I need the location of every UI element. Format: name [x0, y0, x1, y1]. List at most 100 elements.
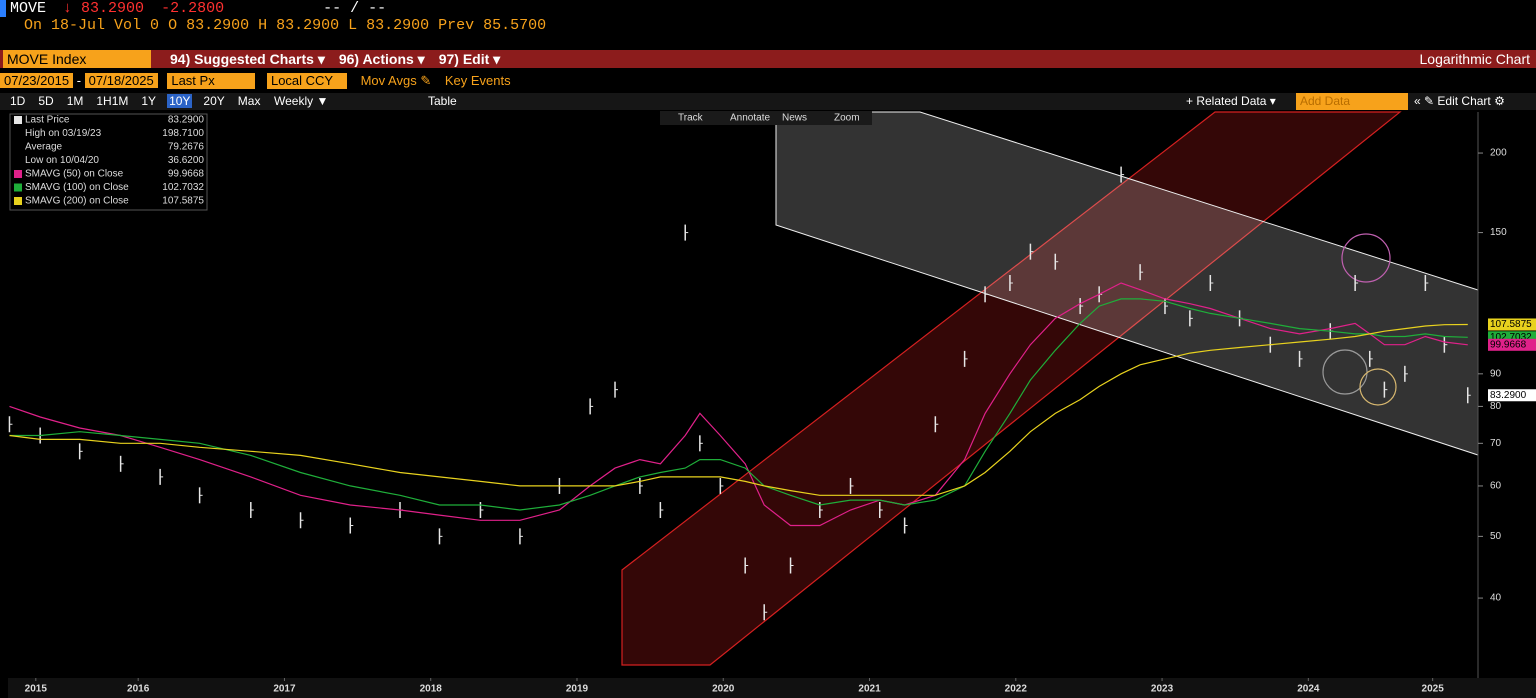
legend-box [9, 113, 208, 211]
related-data[interactable]: + Related Data ▾ [1186, 94, 1276, 108]
x-tick-label: 2022 [1005, 684, 1028, 695]
price-tag-label: 107.5875 [1490, 319, 1532, 330]
price-tag [1488, 338, 1536, 351]
ticker: MOVE [10, 0, 47, 17]
legend-value: 107.5875 [162, 196, 204, 207]
period-button[interactable]: 1H1M [96, 94, 129, 108]
period-button[interactable]: 20Y [203, 94, 225, 108]
chart-tool[interactable]: News [782, 113, 807, 124]
chart-mode: Logarithmic Chart [1419, 51, 1531, 67]
rising-channel [621, 111, 1402, 666]
x-tick-label: 2024 [1297, 684, 1320, 695]
x-tick-label: 2017 [273, 684, 296, 695]
period-button[interactable]: 1Y [141, 94, 157, 108]
period-button[interactable]: 1M [66, 94, 84, 108]
start-date[interactable]: 07/23/2015 [0, 73, 74, 88]
legend-swatch [14, 197, 22, 205]
y-tick-label: 40 [1490, 593, 1502, 604]
period-button[interactable]: 10Y [167, 94, 193, 108]
price-tag [1488, 389, 1536, 402]
y-tick-label: 70 [1490, 438, 1502, 449]
price-tag [1488, 318, 1536, 331]
y-tick-label: 90 [1490, 368, 1502, 379]
open: O 83.2900 [168, 17, 250, 34]
legend-value: 36.6200 [168, 155, 205, 166]
legend-label: Low on 10/04/20 [25, 155, 99, 166]
x-axis-band [8, 678, 1536, 698]
high: H 83.2900 [258, 17, 340, 34]
chart-tool[interactable]: Annotate [730, 113, 770, 124]
field[interactable]: Last Px [167, 73, 256, 89]
mov-avgs[interactable]: Mov Avgs ✎ [360, 73, 432, 88]
price-tag-label: 102.7032 [1490, 332, 1532, 343]
moving-average [9, 298, 1468, 511]
controls-row: 07/23/2015 - 07/18/2025 Last Px Local CC… [0, 73, 511, 89]
legend-value: 83.2900 [168, 115, 205, 126]
period-button[interactable]: 1D [10, 94, 26, 108]
bid-ask: -- / -- [323, 0, 387, 17]
edit-chart[interactable]: « ✎ Edit Chart ⚙ [1414, 94, 1505, 108]
price-tag-label: 99.9668 [1490, 339, 1527, 350]
legend-label: Average [25, 142, 63, 153]
table-button[interactable]: Table [428, 94, 457, 108]
legend-swatch [14, 116, 22, 124]
legend-label: SMAVG (200) on Close [25, 196, 129, 207]
moving-average [9, 323, 1468, 496]
key-events[interactable]: Key Events [444, 73, 511, 88]
menu-bar: MOVE Index 94) Suggested Charts ▾ 96) Act… [0, 50, 1536, 68]
frequency[interactable]: Weekly ▼ [274, 94, 329, 108]
price-tag-label: 83.2900 [1490, 390, 1527, 401]
legend-label: High on 03/19/23 [25, 128, 102, 139]
chart-tools-bg [660, 111, 872, 125]
low: L 83.2900 [348, 17, 430, 34]
chart-tool[interactable]: Track [678, 113, 704, 124]
legend-label: SMAVG (100) on Close [25, 182, 129, 193]
date: On 18-Jul [24, 17, 106, 34]
quote-row: MOVE ↓ 83.2900 -2.2800 -- / -- [10, 0, 386, 17]
legend-swatch [14, 170, 22, 178]
menu-items: 94) Suggested Charts ▾ 96) Actions ▾ 97) E… [170, 50, 514, 68]
highlight-circle [1359, 368, 1397, 406]
end-date[interactable]: 07/18/2025 [84, 73, 158, 88]
x-tick-label: 2019 [566, 684, 589, 695]
currency[interactable]: Local CCY [266, 73, 347, 89]
period-button[interactable]: Max [237, 94, 261, 108]
menu-item[interactable]: 97) Edit ▾ [438, 51, 501, 67]
x-tick-label: 2015 [25, 684, 48, 695]
menu-item[interactable]: 94) Suggested Charts ▾ [170, 51, 325, 67]
change: -2.2800 [161, 0, 225, 17]
highlight-circle [1341, 233, 1391, 283]
highlight-circle [1322, 349, 1368, 395]
toolbar: 1D 5D 1M 1H1M 1Y 10Y 20Y Max Weekly ▼ Table + R… [0, 93, 1536, 110]
legend-value: 99.9668 [168, 169, 205, 180]
periods: 1D 5D 1M 1H1M 1Y 10Y 20Y Max [8, 94, 271, 108]
legend-swatch [14, 183, 22, 192]
x-tick-label: 2020 [712, 684, 735, 695]
x-tick-label: 2021 [858, 684, 881, 695]
volume: Vol 0 [114, 17, 160, 34]
y-tick-label: 50 [1490, 531, 1502, 542]
menu-item[interactable]: 96) Actions ▾ [338, 51, 425, 67]
legend-value: 79.2676 [168, 142, 205, 153]
period-button[interactable]: 5D [38, 94, 54, 108]
security-box[interactable]: MOVE Index [3, 50, 151, 68]
last-price: ↓ 83.2900 [63, 0, 145, 17]
legend-label: Last Price [25, 115, 70, 126]
y-tick-label: 200 [1490, 148, 1507, 159]
x-tick-label: 2016 [127, 684, 150, 695]
y-tick-label: 60 [1490, 481, 1502, 492]
chart-tool[interactable]: Zoom [834, 113, 860, 124]
x-tick-label: 2025 [1422, 684, 1445, 695]
y-tick-label: 150 [1490, 227, 1507, 238]
legend-value: 102.7032 [162, 182, 204, 193]
legend-value: 198.7100 [162, 128, 204, 139]
moving-average [9, 282, 1468, 527]
prev: Prev 85.5700 [438, 17, 547, 34]
ticker-marker [0, 0, 6, 17]
y-tick-label: 80 [1490, 401, 1502, 412]
x-tick-label: 2023 [1151, 684, 1174, 695]
add-data[interactable]: Add Data [1296, 93, 1408, 110]
detail-row: On 18-Jul Vol 0 O 83.2900 H 83.2900 L 83… [24, 17, 546, 34]
